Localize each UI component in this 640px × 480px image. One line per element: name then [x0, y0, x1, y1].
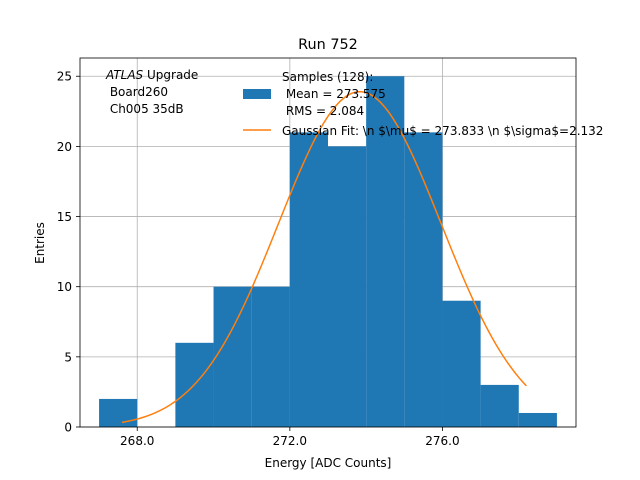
annotation-line-3: Ch005 35dB — [106, 102, 184, 116]
legend-hist-swatch — [243, 89, 271, 99]
x-axis-ticks: 268.0 272.0 276.0 — [120, 427, 460, 448]
histogram-bar — [404, 132, 443, 428]
legend-hist-line: RMS = 2.084 — [282, 104, 364, 118]
histogram-bars — [99, 76, 557, 428]
x-tick-label: 276.0 — [425, 434, 459, 448]
atlas-annotation: ATLAS Upgrade Board260 Ch005 35dB — [105, 68, 198, 116]
histogram-bar — [213, 286, 252, 427]
histogram-bar — [442, 300, 481, 427]
y-tick-label: 10 — [57, 280, 72, 294]
legend-hist-label: Samples (128): Mean = 273.575 RMS = 2.08… — [282, 70, 386, 118]
annotation-italic: ATLAS — [105, 68, 144, 82]
y-tick-label: 15 — [57, 210, 72, 224]
histogram-bar — [289, 132, 328, 428]
plot-frame — [79, 57, 577, 428]
annotation-line-2: Board260 — [106, 85, 168, 99]
legend: Samples (128): Mean = 273.575 RMS = 2.08… — [243, 70, 603, 138]
y-tick-label: 5 — [64, 350, 72, 364]
legend-fit-label: Gaussian Fit: \n $\mu$ = 273.833 \n $\si… — [282, 124, 603, 138]
histogram-bar — [480, 384, 519, 427]
histogram-bar — [328, 146, 367, 427]
annotation-line-1: ATLAS Upgrade — [105, 68, 198, 82]
legend-hist-line: Mean = 273.575 — [282, 87, 386, 101]
legend-hist-line: Samples (128): — [282, 70, 373, 84]
y-tick-label: 25 — [57, 70, 72, 84]
y-axis-ticks: 0 5 10 15 20 25 — [57, 70, 80, 435]
gaussian-fit-curve — [121, 90, 527, 424]
x-tick-label: 268.0 — [120, 434, 154, 448]
histogram-bar — [366, 76, 405, 428]
y-axis-label: Entries — [33, 222, 47, 264]
chart-title: Run 752 — [298, 37, 358, 53]
y-tick-label: 20 — [57, 140, 72, 154]
histogram-bar — [251, 286, 290, 427]
x-tick-label: 272.0 — [273, 434, 307, 448]
y-tick-label: 0 — [64, 421, 72, 435]
annotation-rest: Upgrade — [143, 68, 198, 82]
x-axis-label: Energy [ADC Counts] — [265, 456, 392, 470]
histogram-bar — [99, 398, 138, 427]
histogram-bar — [518, 412, 557, 427]
